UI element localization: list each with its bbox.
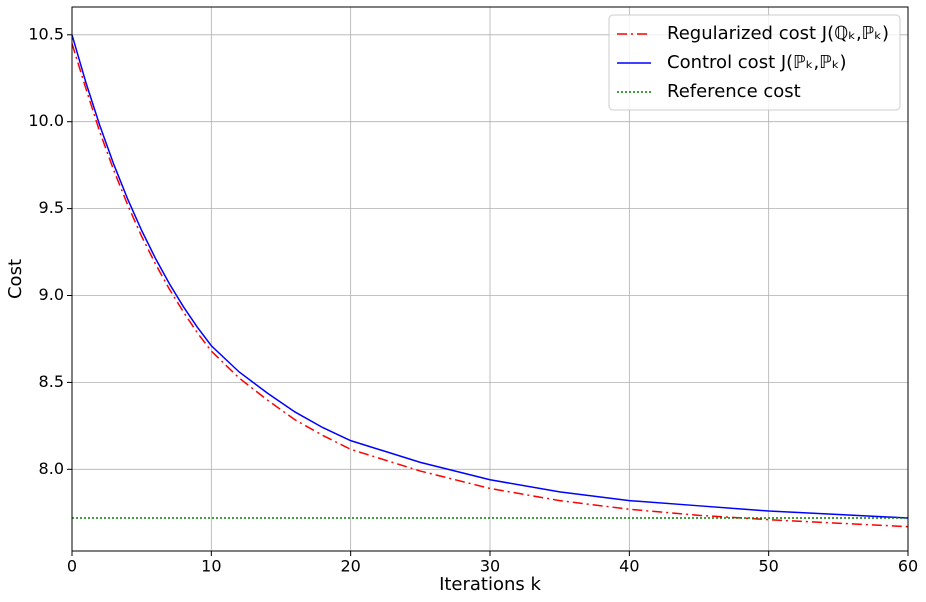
y-tick-label: 8.5 xyxy=(39,372,64,391)
x-tick-label: 0 xyxy=(67,557,77,576)
plot-frame xyxy=(71,6,909,552)
x-tick-label: 20 xyxy=(340,557,360,576)
series-line xyxy=(71,34,909,519)
legend-label: Reference cost xyxy=(667,81,801,102)
y-tick-label: 10.5 xyxy=(28,24,64,43)
y-tick-label: 8.0 xyxy=(39,459,64,478)
legend-box xyxy=(608,14,901,111)
x-tick-label: 30 xyxy=(480,557,500,576)
y-tick-label: 9.0 xyxy=(39,285,64,304)
y-tick-label: 9.5 xyxy=(39,198,64,217)
x-tick-label: 10 xyxy=(201,557,221,576)
x-tick-label: 50 xyxy=(758,557,778,576)
legend-label: Regularized cost J(ℚₖ,ℙₖ) xyxy=(667,23,889,44)
y-axis-label: Cost xyxy=(5,259,26,299)
legend-label: Control cost J(ℙₖ,ℙₖ) xyxy=(667,52,847,73)
y-tick-label: 10.0 xyxy=(28,111,64,130)
series-line xyxy=(71,43,909,528)
x-tick-label: 60 xyxy=(898,557,918,576)
x-tick-label: 40 xyxy=(619,557,639,576)
x-axis-label: Iterations k xyxy=(439,574,541,595)
